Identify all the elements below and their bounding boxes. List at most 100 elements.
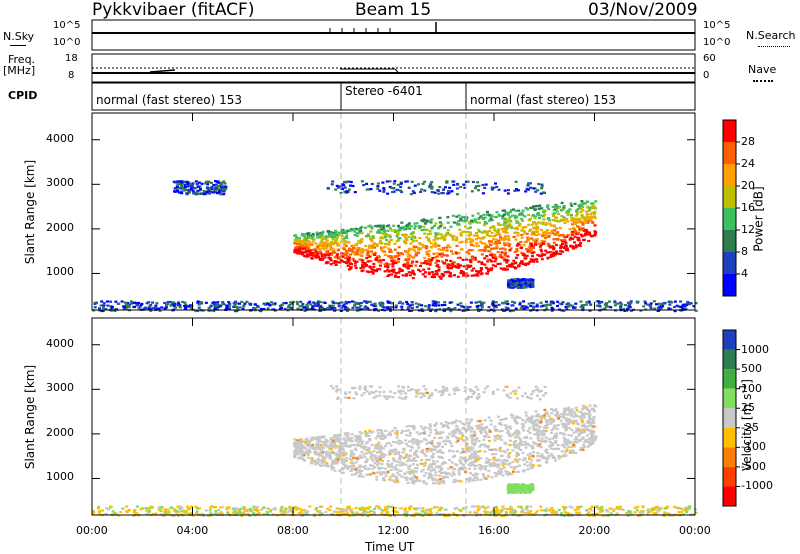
heatmap-cell [412, 452, 416, 455]
heatmap-cell [440, 272, 444, 276]
heatmap-cell [477, 271, 481, 274]
heatmap-cell [527, 213, 531, 216]
heatmap-cell [468, 240, 472, 244]
heatmap-cell [589, 235, 593, 238]
heatmap-cell [502, 309, 506, 312]
heatmap-cell [317, 438, 321, 441]
heatmap-cell [181, 300, 185, 304]
heatmap-cell [358, 258, 362, 261]
heatmap-cell [561, 424, 565, 427]
heatmap-cell [584, 405, 588, 409]
heatmap-cell [184, 188, 188, 191]
heatmap-cell [557, 454, 561, 457]
heatmap-cell [461, 422, 465, 425]
heatmap-cell [582, 423, 586, 426]
heatmap-cell [502, 461, 505, 464]
heatmap-cell [404, 237, 408, 240]
heatmap-cell [471, 221, 475, 224]
heatmap-cell [354, 266, 358, 270]
heatmap-cell [538, 459, 542, 462]
heatmap-cell [395, 431, 399, 434]
heatmap-cell [493, 228, 497, 231]
heatmap-cell [508, 425, 512, 428]
heatmap-cell [186, 182, 190, 185]
heatmap-cell [404, 180, 408, 183]
heatmap-cell [344, 302, 348, 305]
heatmap-cell [319, 258, 323, 261]
heatmap-cell [408, 304, 412, 307]
heatmap-cell [506, 284, 510, 287]
heatmap-cell [488, 430, 492, 433]
heatmap-cell [307, 245, 311, 248]
heatmap-cell [356, 253, 359, 256]
heatmap-cell [469, 301, 473, 304]
heatmap-cell [323, 256, 327, 259]
heatmap-cell [422, 480, 426, 483]
heatmap-cell [176, 183, 180, 186]
heatmap-cell [378, 394, 382, 397]
heatmap-cell [483, 231, 487, 234]
heatmap-cell [534, 243, 538, 246]
heatmap-cell [358, 470, 362, 473]
heatmap-cell [542, 218, 546, 221]
heatmap-cell [455, 236, 459, 239]
heatmap-cell [480, 443, 483, 446]
heatmap-cell [365, 235, 369, 238]
heatmap-cell [509, 413, 513, 416]
heatmap-cell [351, 468, 355, 471]
heatmap-cell [477, 249, 481, 252]
heatmap-cell [529, 463, 533, 466]
heatmap-cell [469, 226, 472, 229]
heatmap-cell [314, 450, 318, 453]
heatmap-cell [430, 466, 434, 469]
heatmap-cell [404, 430, 408, 433]
heatmap-cell [577, 239, 581, 242]
heatmap-cell [534, 215, 538, 218]
heatmap-cell [401, 429, 404, 433]
heatmap-cell [404, 439, 408, 442]
heatmap-cell [586, 434, 589, 437]
heatmap-cell [363, 387, 367, 390]
heatmap-cell [435, 243, 439, 246]
heatmap-cell [386, 463, 389, 466]
heatmap-cell [438, 308, 442, 311]
heatmap-cell [541, 415, 545, 418]
heatmap-cell [380, 246, 383, 249]
heatmap-cell [184, 305, 188, 308]
heatmap-cell [364, 430, 367, 433]
heatmap-cell [506, 220, 510, 223]
heatmap-cell [448, 301, 452, 304]
heatmap-cell [513, 214, 517, 217]
heatmap-cell [324, 438, 328, 441]
heatmap-cell [440, 468, 444, 472]
heatmap-cell [479, 240, 483, 243]
heatmap-cell [429, 431, 433, 434]
heatmap-cell [316, 232, 320, 235]
heatmap-cell [609, 306, 613, 309]
heatmap-cell [565, 443, 569, 446]
heatmap-cell [385, 180, 389, 183]
heatmap-cell [473, 474, 477, 477]
heatmap-cell [315, 252, 319, 255]
heatmap-cell [298, 449, 302, 452]
heatmap-cell [333, 443, 336, 446]
heatmap-cell [501, 215, 505, 218]
heatmap-cell [469, 426, 473, 429]
heatmap-cell [563, 422, 567, 425]
heatmap-cell [353, 234, 357, 237]
heatmap-cell [535, 303, 539, 306]
heatmap-cell [530, 415, 534, 418]
heatmap-cell [576, 225, 579, 228]
heatmap-cell [473, 452, 477, 455]
heatmap-cell [468, 476, 472, 479]
heatmap-cell [524, 286, 528, 289]
heatmap-cell [463, 225, 467, 228]
heatmap-cell [544, 392, 548, 395]
heatmap-cell [381, 225, 385, 228]
heatmap-cell [523, 440, 527, 443]
heatmap-cell [394, 480, 398, 483]
heatmap-cell [568, 442, 572, 445]
heatmap-cell [532, 305, 536, 308]
heatmap-cell [505, 393, 509, 396]
heatmap-cell [516, 286, 520, 289]
